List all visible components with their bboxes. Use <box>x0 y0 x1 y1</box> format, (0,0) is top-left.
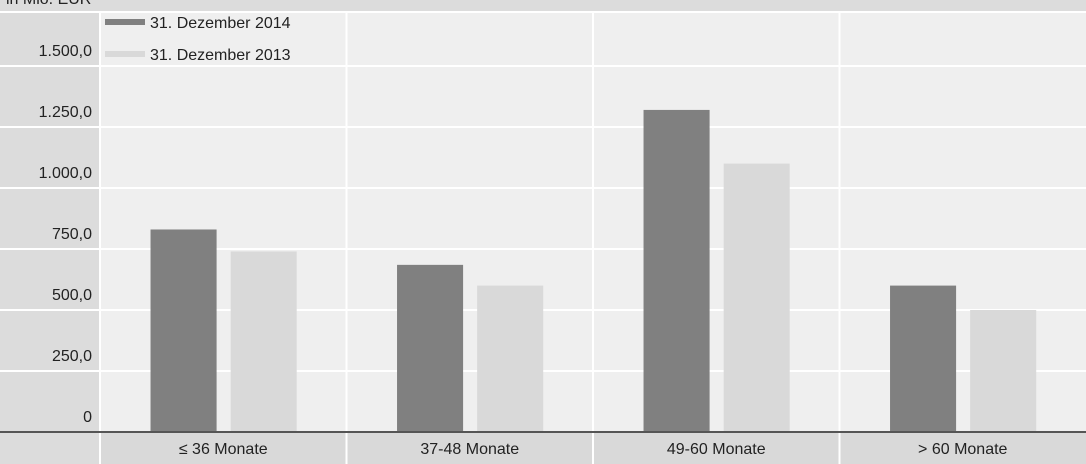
y-tick-label: 1.250,0 <box>39 104 92 121</box>
bar <box>230 251 297 432</box>
legend-swatch <box>105 51 145 57</box>
bar <box>150 229 217 432</box>
unit-label: in Mio. EUR <box>6 0 91 8</box>
x-tick-label: 37-48 Monate <box>420 441 519 458</box>
legend-label: 31. Dezember 2013 <box>150 47 291 64</box>
y-tick-label: 1.000,0 <box>39 165 92 182</box>
legend-swatch <box>105 19 145 25</box>
bar <box>723 163 790 432</box>
y-tick-label: 500,0 <box>52 287 92 304</box>
y-tick-label: 0 <box>83 409 92 426</box>
bar <box>477 285 544 432</box>
legend-label: 31. Dezember 2014 <box>150 15 291 32</box>
y-tick-label: 750,0 <box>52 226 92 243</box>
bar <box>643 109 710 433</box>
y-tick-label: 250,0 <box>52 348 92 365</box>
bar <box>397 264 464 432</box>
x-tick-label: 49-60 Monate <box>667 441 766 458</box>
bar <box>970 310 1037 432</box>
y-tick-label: 1.500,0 <box>39 43 92 60</box>
bar <box>890 285 957 432</box>
x-tick-label: > 60 Monate <box>918 441 1008 458</box>
x-tick-label: ≤ 36 Monate <box>179 441 268 458</box>
